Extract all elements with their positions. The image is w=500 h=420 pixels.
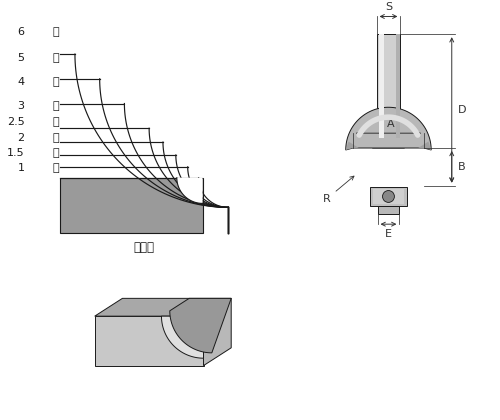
Text: A: A	[386, 119, 394, 129]
Polygon shape	[418, 142, 431, 150]
Text: 1.5: 1.5	[7, 148, 24, 158]
Polygon shape	[162, 316, 203, 358]
Text: 2: 2	[18, 133, 24, 143]
Text: 4: 4	[18, 77, 24, 87]
Text: 6: 6	[18, 27, 24, 37]
Text: 被削材: 被削材	[134, 241, 154, 254]
Polygon shape	[346, 142, 359, 150]
Text: 5: 5	[18, 53, 24, 63]
Polygon shape	[170, 298, 231, 353]
Text: 1: 1	[18, 163, 24, 173]
Bar	[378, 206, 400, 214]
Text: 分: 分	[52, 117, 59, 127]
Text: 分: 分	[52, 53, 59, 63]
Polygon shape	[94, 298, 231, 316]
Text: 分: 分	[52, 27, 59, 37]
Text: B: B	[458, 162, 466, 172]
Bar	[60, 178, 203, 233]
Bar	[396, 34, 400, 138]
Text: D: D	[458, 105, 466, 115]
Text: 分: 分	[52, 163, 59, 173]
Text: E: E	[385, 229, 392, 239]
Text: S: S	[385, 2, 392, 11]
Bar	[372, 189, 404, 205]
Text: 3: 3	[18, 102, 24, 111]
Bar	[370, 186, 408, 206]
Text: R: R	[324, 176, 354, 204]
Circle shape	[382, 191, 394, 202]
Text: 分: 分	[52, 148, 59, 158]
Text: 分: 分	[52, 102, 59, 111]
Polygon shape	[94, 316, 204, 365]
Polygon shape	[372, 138, 404, 148]
Text: 分: 分	[52, 133, 59, 143]
Polygon shape	[177, 178, 203, 203]
Text: 分: 分	[52, 77, 59, 87]
Text: 2.5: 2.5	[7, 117, 24, 127]
Bar	[376, 34, 400, 138]
Polygon shape	[204, 298, 231, 365]
Bar	[378, 34, 384, 138]
Polygon shape	[346, 107, 431, 150]
